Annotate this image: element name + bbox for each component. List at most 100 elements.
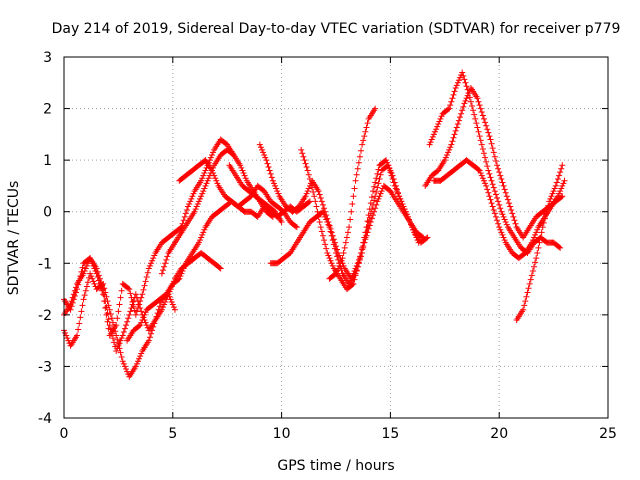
data-point: [447, 144, 454, 151]
data-point: [442, 154, 449, 161]
data-point: [545, 202, 552, 209]
data-point: [478, 172, 485, 179]
data-point: [375, 166, 382, 173]
data-point: [497, 226, 504, 233]
data-point: [351, 185, 358, 192]
x-tick-label: 20: [490, 426, 508, 442]
data-point: [366, 214, 373, 221]
data-point: [432, 128, 439, 135]
data-point: [186, 200, 193, 207]
data-point: [316, 219, 323, 226]
data-point: [480, 177, 487, 184]
data-point: [132, 363, 139, 370]
data-point: [473, 120, 480, 127]
data-point: [371, 197, 378, 204]
data-point: [353, 268, 360, 275]
data-point: [148, 330, 155, 337]
data-point: [270, 180, 277, 187]
data-point: [520, 306, 527, 313]
x-tick-label: 25: [599, 426, 617, 442]
data-point: [349, 281, 356, 288]
data-point: [326, 255, 333, 262]
data-point: [553, 179, 560, 186]
data-point: [87, 270, 94, 277]
data-point: [489, 203, 496, 210]
data-point: [154, 310, 161, 317]
data-point: [129, 298, 136, 305]
data-point: [511, 217, 518, 224]
data-point: [390, 176, 397, 183]
data-point: [484, 186, 491, 193]
data-point: [305, 185, 312, 192]
data-point: [238, 164, 245, 171]
data-point: [372, 205, 379, 212]
y-tick-label: 3: [43, 50, 52, 66]
data-point: [333, 270, 339, 277]
data-point: [424, 234, 431, 241]
data-point: [393, 186, 400, 193]
data-point: [117, 349, 124, 356]
data-point: [303, 190, 310, 197]
data-point: [556, 243, 563, 250]
data-point: [79, 264, 86, 271]
data-point: [187, 198, 194, 205]
data-point: [413, 234, 420, 241]
data-point: [330, 241, 337, 248]
data-point: [365, 219, 372, 226]
data-point: [522, 298, 529, 305]
data-point: [92, 268, 99, 275]
data-point: [435, 121, 442, 128]
data-point: [77, 273, 84, 280]
data-point: [321, 211, 328, 218]
data-point: [459, 107, 466, 114]
data-point: [138, 350, 145, 357]
data-point: [512, 220, 519, 227]
data-point: [124, 318, 131, 325]
data-point: [540, 219, 547, 226]
data-point: [193, 203, 200, 210]
data-point: [484, 126, 491, 133]
data-point: [359, 141, 366, 148]
data-point: [453, 82, 460, 89]
data-point: [119, 332, 126, 339]
data-point: [480, 115, 487, 122]
data-point: [118, 335, 125, 342]
data-point: [195, 198, 202, 205]
data-point: [546, 198, 553, 205]
data-point: [344, 229, 351, 236]
data-point: [491, 210, 498, 217]
data-point: [434, 123, 441, 130]
data-point: [488, 140, 495, 147]
data-point: [190, 190, 197, 197]
data-point: [148, 260, 155, 267]
data-point: [558, 185, 565, 192]
data-point: [305, 199, 312, 206]
data-point: [353, 171, 360, 178]
data-point: [177, 273, 184, 280]
data-point: [494, 194, 501, 201]
data-point: [340, 249, 347, 256]
data-point: [486, 170, 493, 177]
data-point: [471, 111, 478, 118]
series-arc-7: [226, 162, 285, 226]
data-point: [457, 74, 464, 81]
y-tick-label: -4: [38, 411, 52, 427]
data-point: [334, 268, 341, 275]
data-point: [402, 208, 409, 215]
data-point: [369, 188, 376, 195]
data-point: [125, 315, 132, 322]
data-point: [278, 219, 285, 226]
data-point: [72, 289, 79, 296]
data-point: [469, 102, 475, 109]
data-point: [371, 183, 378, 190]
data-point: [398, 198, 405, 205]
data-point: [373, 188, 380, 195]
data-point: [496, 169, 503, 176]
data-point: [334, 253, 341, 260]
y-axis-label: SDTVAR / TECUs: [6, 181, 22, 296]
data-point: [323, 216, 330, 223]
data-point: [451, 131, 458, 138]
data-point: [377, 171, 384, 178]
data-point: [557, 188, 564, 195]
data-point: [531, 263, 538, 270]
